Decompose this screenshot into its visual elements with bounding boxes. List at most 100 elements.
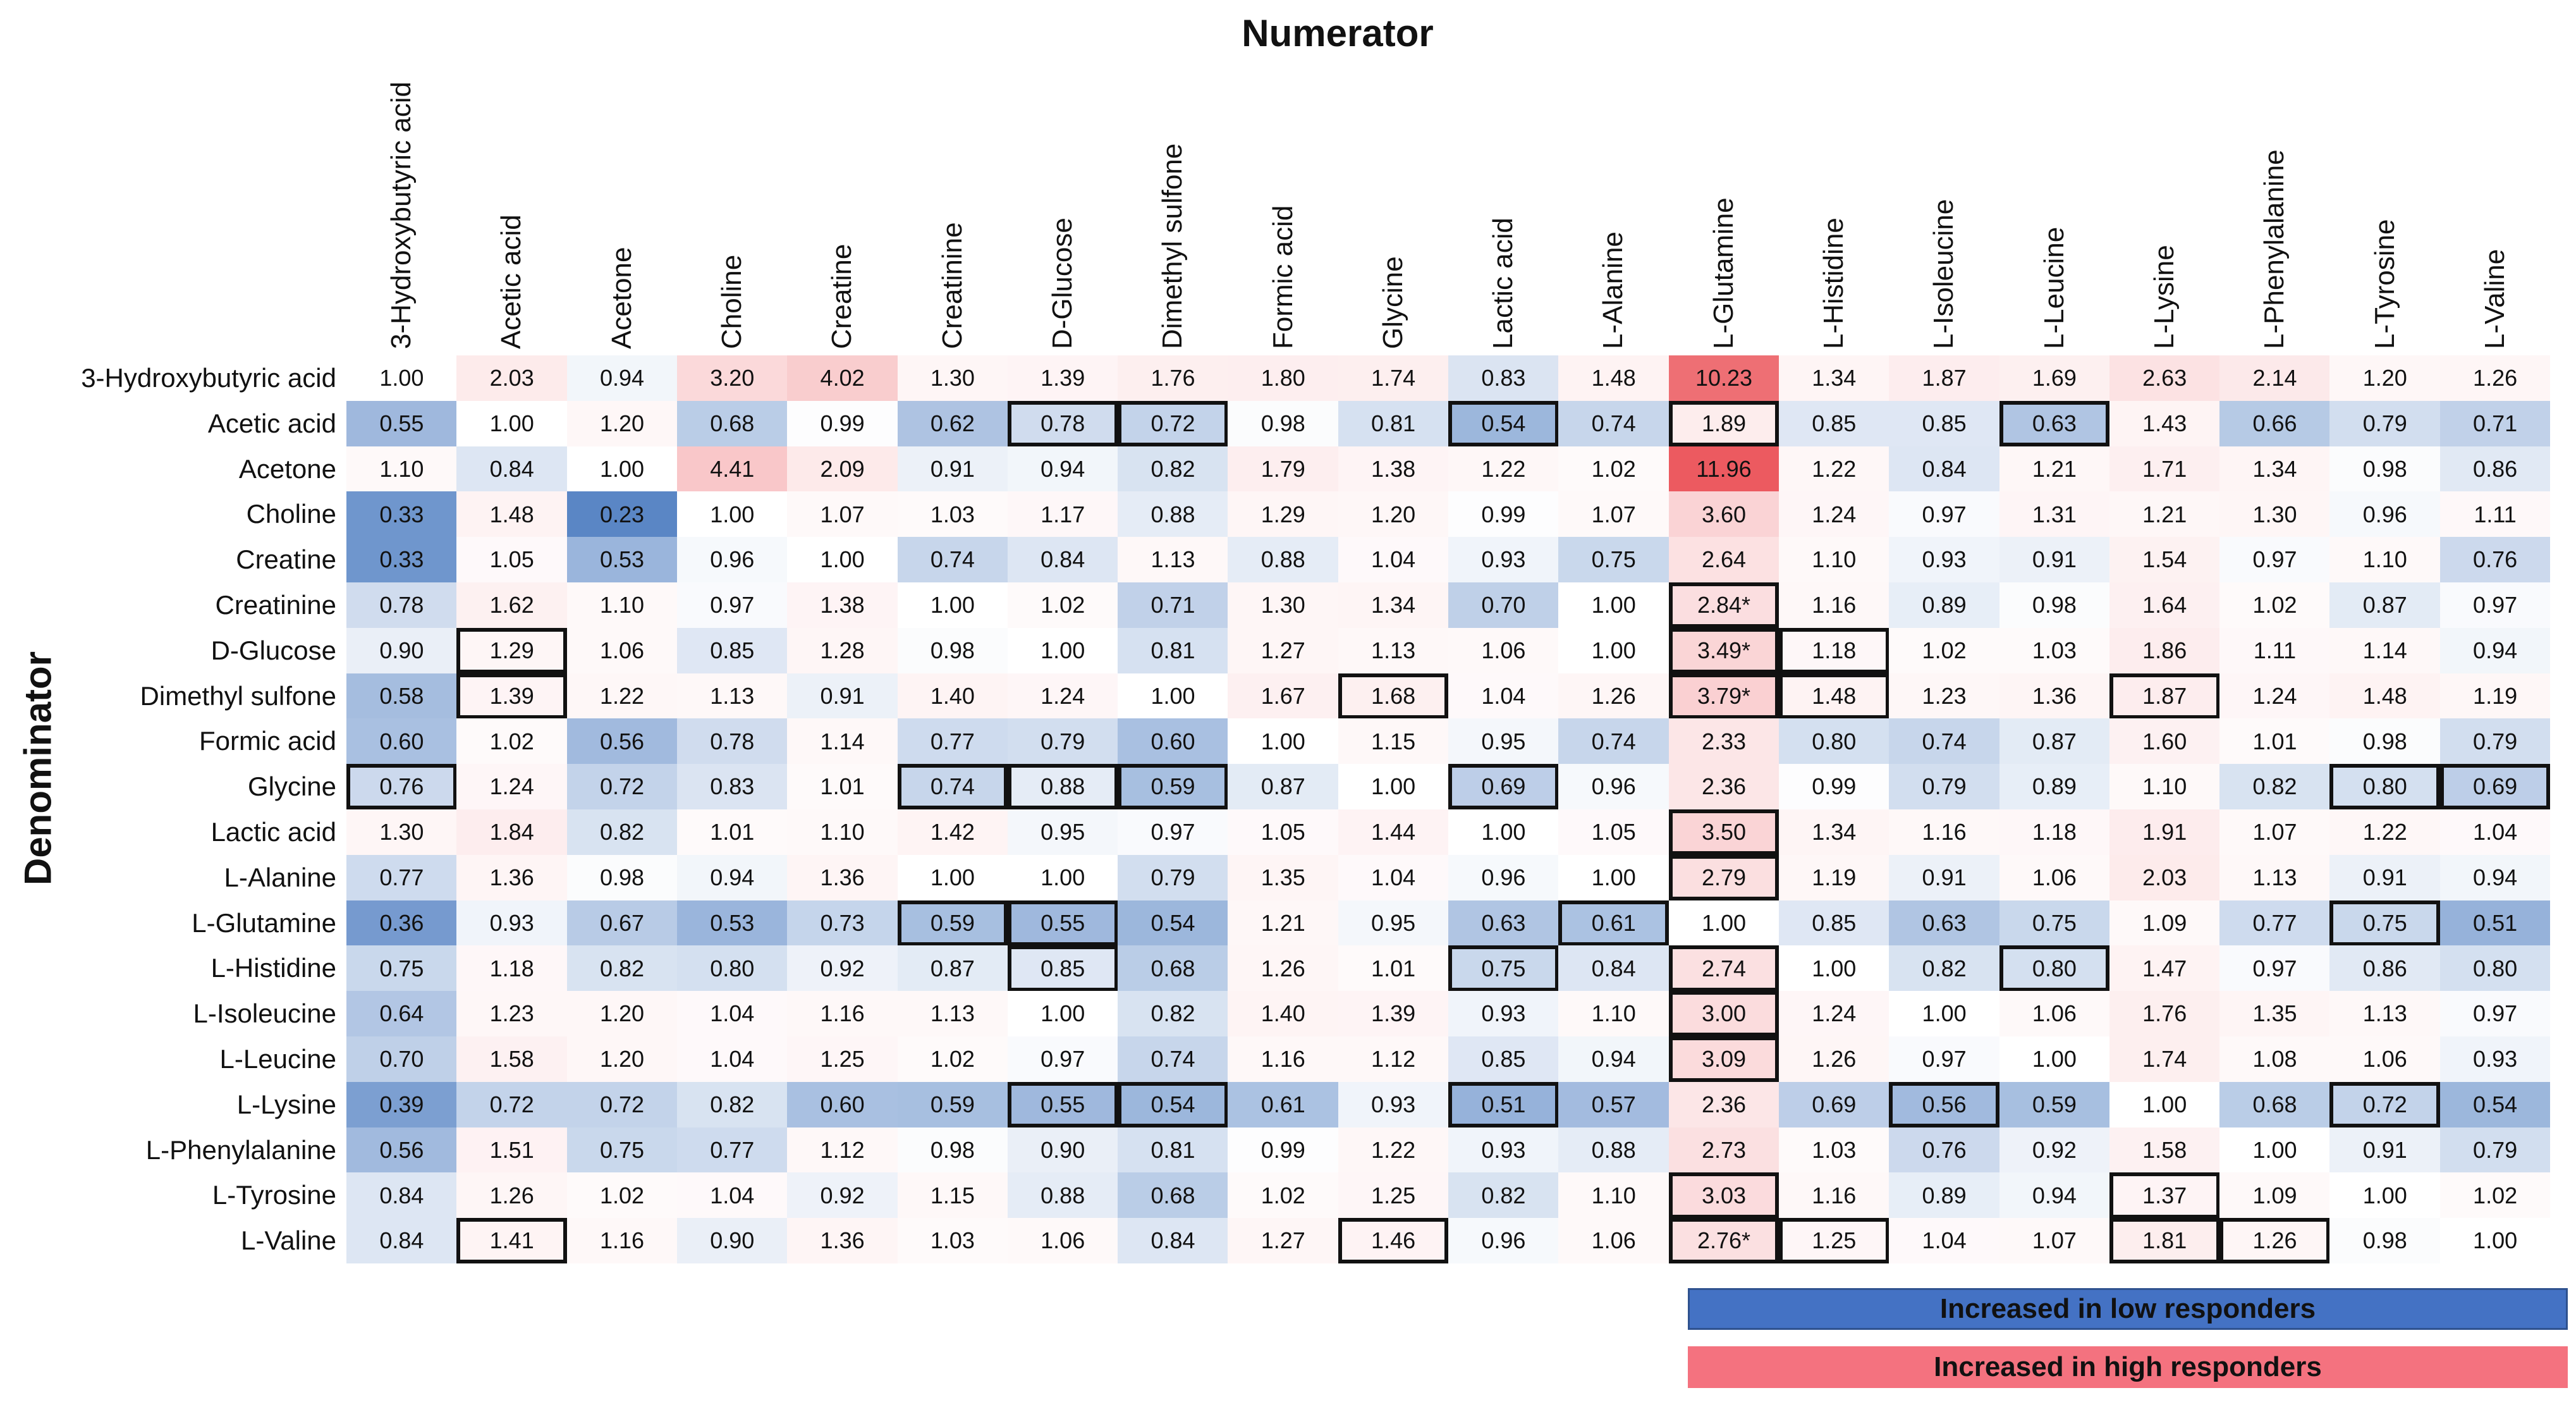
heatmap-cell: 0.87 <box>1999 718 2110 765</box>
heatmap-cell: 0.85 <box>676 627 788 674</box>
heatmap-cell: 1.00 <box>1007 991 1118 1037</box>
heatmap-cell: 2.63 <box>2109 355 2220 402</box>
heatmap-cell: 0.84 <box>1558 945 1670 992</box>
heatmap-cell: 1.62 <box>456 582 568 629</box>
column-header: Acetic acid <box>496 214 527 349</box>
heatmap-cell: 0.99 <box>787 400 898 447</box>
heatmap-cell: 0.88 <box>1118 491 1228 538</box>
heatmap-cell: 0.61 <box>1228 1081 1339 1128</box>
heatmap-cell: 0.83 <box>676 764 788 810</box>
heatmap-cell: 1.27 <box>1228 1218 1339 1264</box>
heatmap-cell: 1.25 <box>787 1036 898 1083</box>
column-header: Creatinine <box>936 222 968 349</box>
heatmap-cell: 0.78 <box>676 718 788 765</box>
heatmap-cell: 0.82 <box>2219 764 2330 810</box>
heatmap-cell: 1.01 <box>2219 718 2330 765</box>
heatmap-cell: 1.18 <box>456 945 568 992</box>
heatmap-cell: 1.89 <box>1668 400 1779 447</box>
heatmap-cell: 0.60 <box>787 1081 898 1128</box>
heatmap-cell: 0.94 <box>1999 1172 2110 1219</box>
heatmap-cell: 1.38 <box>1338 446 1449 492</box>
heatmap-cell: 0.76 <box>346 764 457 810</box>
heatmap-cell: 1.00 <box>1448 809 1559 856</box>
heatmap-cell: 0.55 <box>1007 1081 1118 1128</box>
heatmap-cell: 1.01 <box>676 809 788 856</box>
heatmap-cell: 1.58 <box>2109 1127 2220 1173</box>
heatmap-cell: 0.80 <box>676 945 788 992</box>
heatmap-cell: 1.13 <box>676 673 788 719</box>
heatmap-cell: 2.36 <box>1668 1081 1779 1128</box>
heatmap-cell: 1.19 <box>1778 854 1889 901</box>
column-header: Acetone <box>606 247 637 349</box>
heatmap-cell: 0.79 <box>2439 1127 2551 1173</box>
heatmap-cell: 1.26 <box>1228 945 1339 992</box>
heatmap-cell: 1.00 <box>2219 1127 2330 1173</box>
row-label: L-Glutamine <box>192 907 336 938</box>
heatmap-cell: 0.63 <box>1448 900 1559 946</box>
heatmap-cell: 0.97 <box>2439 991 2551 1037</box>
heatmap-cell: 1.00 <box>1558 854 1670 901</box>
heatmap-cell: 0.82 <box>676 1081 788 1128</box>
heatmap-cell: 1.18 <box>1999 809 2110 856</box>
heatmap-cell: 0.68 <box>1118 1172 1228 1219</box>
heatmap-cell: 0.89 <box>1999 764 2110 810</box>
heatmap-cell: 2.76* <box>1668 1218 1779 1264</box>
heatmap-cell: 2.84* <box>1668 582 1779 629</box>
column-header: L-Histidine <box>1818 218 1850 349</box>
heatmap-cell: 0.68 <box>676 400 788 447</box>
heatmap-cell: 0.84 <box>1007 537 1118 583</box>
heatmap-cell: 0.79 <box>1889 764 1999 810</box>
heatmap-cell: 1.31 <box>1999 491 2110 538</box>
heatmap-cell: 0.96 <box>1448 854 1559 901</box>
heatmap-cell: 1.08 <box>2219 1036 2330 1083</box>
row-label: Formic acid <box>198 726 336 756</box>
heatmap-cell: 1.60 <box>2109 718 2220 765</box>
heatmap-cell: 1.02 <box>1228 1172 1339 1219</box>
heatmap-cell: 0.82 <box>1448 1172 1559 1219</box>
heatmap-cell: 0.63 <box>1889 900 1999 946</box>
heatmap-cell: 1.04 <box>676 991 788 1037</box>
heatmap-cell: 0.54 <box>1448 400 1559 447</box>
heatmap-cell: 0.88 <box>1228 537 1339 583</box>
heatmap-cell: 0.77 <box>346 854 457 901</box>
heatmap-cell: 0.81 <box>1118 1127 1228 1173</box>
heatmap-cell: 1.00 <box>1338 764 1449 810</box>
heatmap-cell: 1.81 <box>2109 1218 2220 1264</box>
heatmap-cell: 0.95 <box>1338 900 1449 946</box>
heatmap-cell: 1.09 <box>2109 900 2220 946</box>
heatmap-cell: 1.21 <box>1999 446 2110 492</box>
heatmap-cell: 1.16 <box>566 1218 678 1264</box>
heatmap-cell: 3.00 <box>1668 991 1779 1037</box>
heatmap-cell: 0.82 <box>566 809 678 856</box>
heatmap-cell: 0.94 <box>2439 627 2551 674</box>
heatmap-cell: 0.75 <box>2329 900 2441 946</box>
heatmap-cell: 1.76 <box>2109 991 2220 1037</box>
heatmap-cell: 1.07 <box>787 491 898 538</box>
heatmap-cell: 0.63 <box>1999 400 2110 447</box>
column-header: 3-Hydroxybutyric acid <box>386 81 417 349</box>
heatmap-cell: 0.97 <box>2219 945 2330 992</box>
heatmap-cell: 0.88 <box>1007 764 1118 810</box>
column-header: L-Valine <box>2479 249 2510 349</box>
heatmap-cell: 1.44 <box>1338 809 1449 856</box>
heatmap-cell: 0.97 <box>1889 1036 1999 1083</box>
heatmap-cell: 0.88 <box>1558 1127 1670 1173</box>
heatmap-cell: 1.76 <box>1118 355 1228 402</box>
heatmap-cell: 1.05 <box>1558 809 1670 856</box>
row-label: Creatinine <box>215 590 336 620</box>
heatmap-cell: 0.94 <box>1558 1036 1670 1083</box>
heatmap-cell: 1.18 <box>1778 627 1889 674</box>
heatmap-cell: 0.72 <box>566 1081 678 1128</box>
heatmap-cell: 0.69 <box>1448 764 1559 810</box>
heatmap-cell: 1.25 <box>1778 1218 1889 1264</box>
heatmap-cell: 0.70 <box>1448 582 1559 629</box>
heatmap-cell: 1.02 <box>897 1036 1008 1083</box>
column-header: Lactic acid <box>1487 218 1519 349</box>
column-header: L-Leucine <box>2038 226 2070 349</box>
heatmap-cell: 0.54 <box>1118 1081 1228 1128</box>
heatmap-cell: 1.10 <box>346 446 457 492</box>
heatmap-cell: 0.91 <box>897 446 1008 492</box>
heatmap-cell: 1.87 <box>2109 673 2220 719</box>
heatmap-cell: 1.00 <box>1007 627 1118 674</box>
heatmap-cell: 0.87 <box>1228 764 1339 810</box>
